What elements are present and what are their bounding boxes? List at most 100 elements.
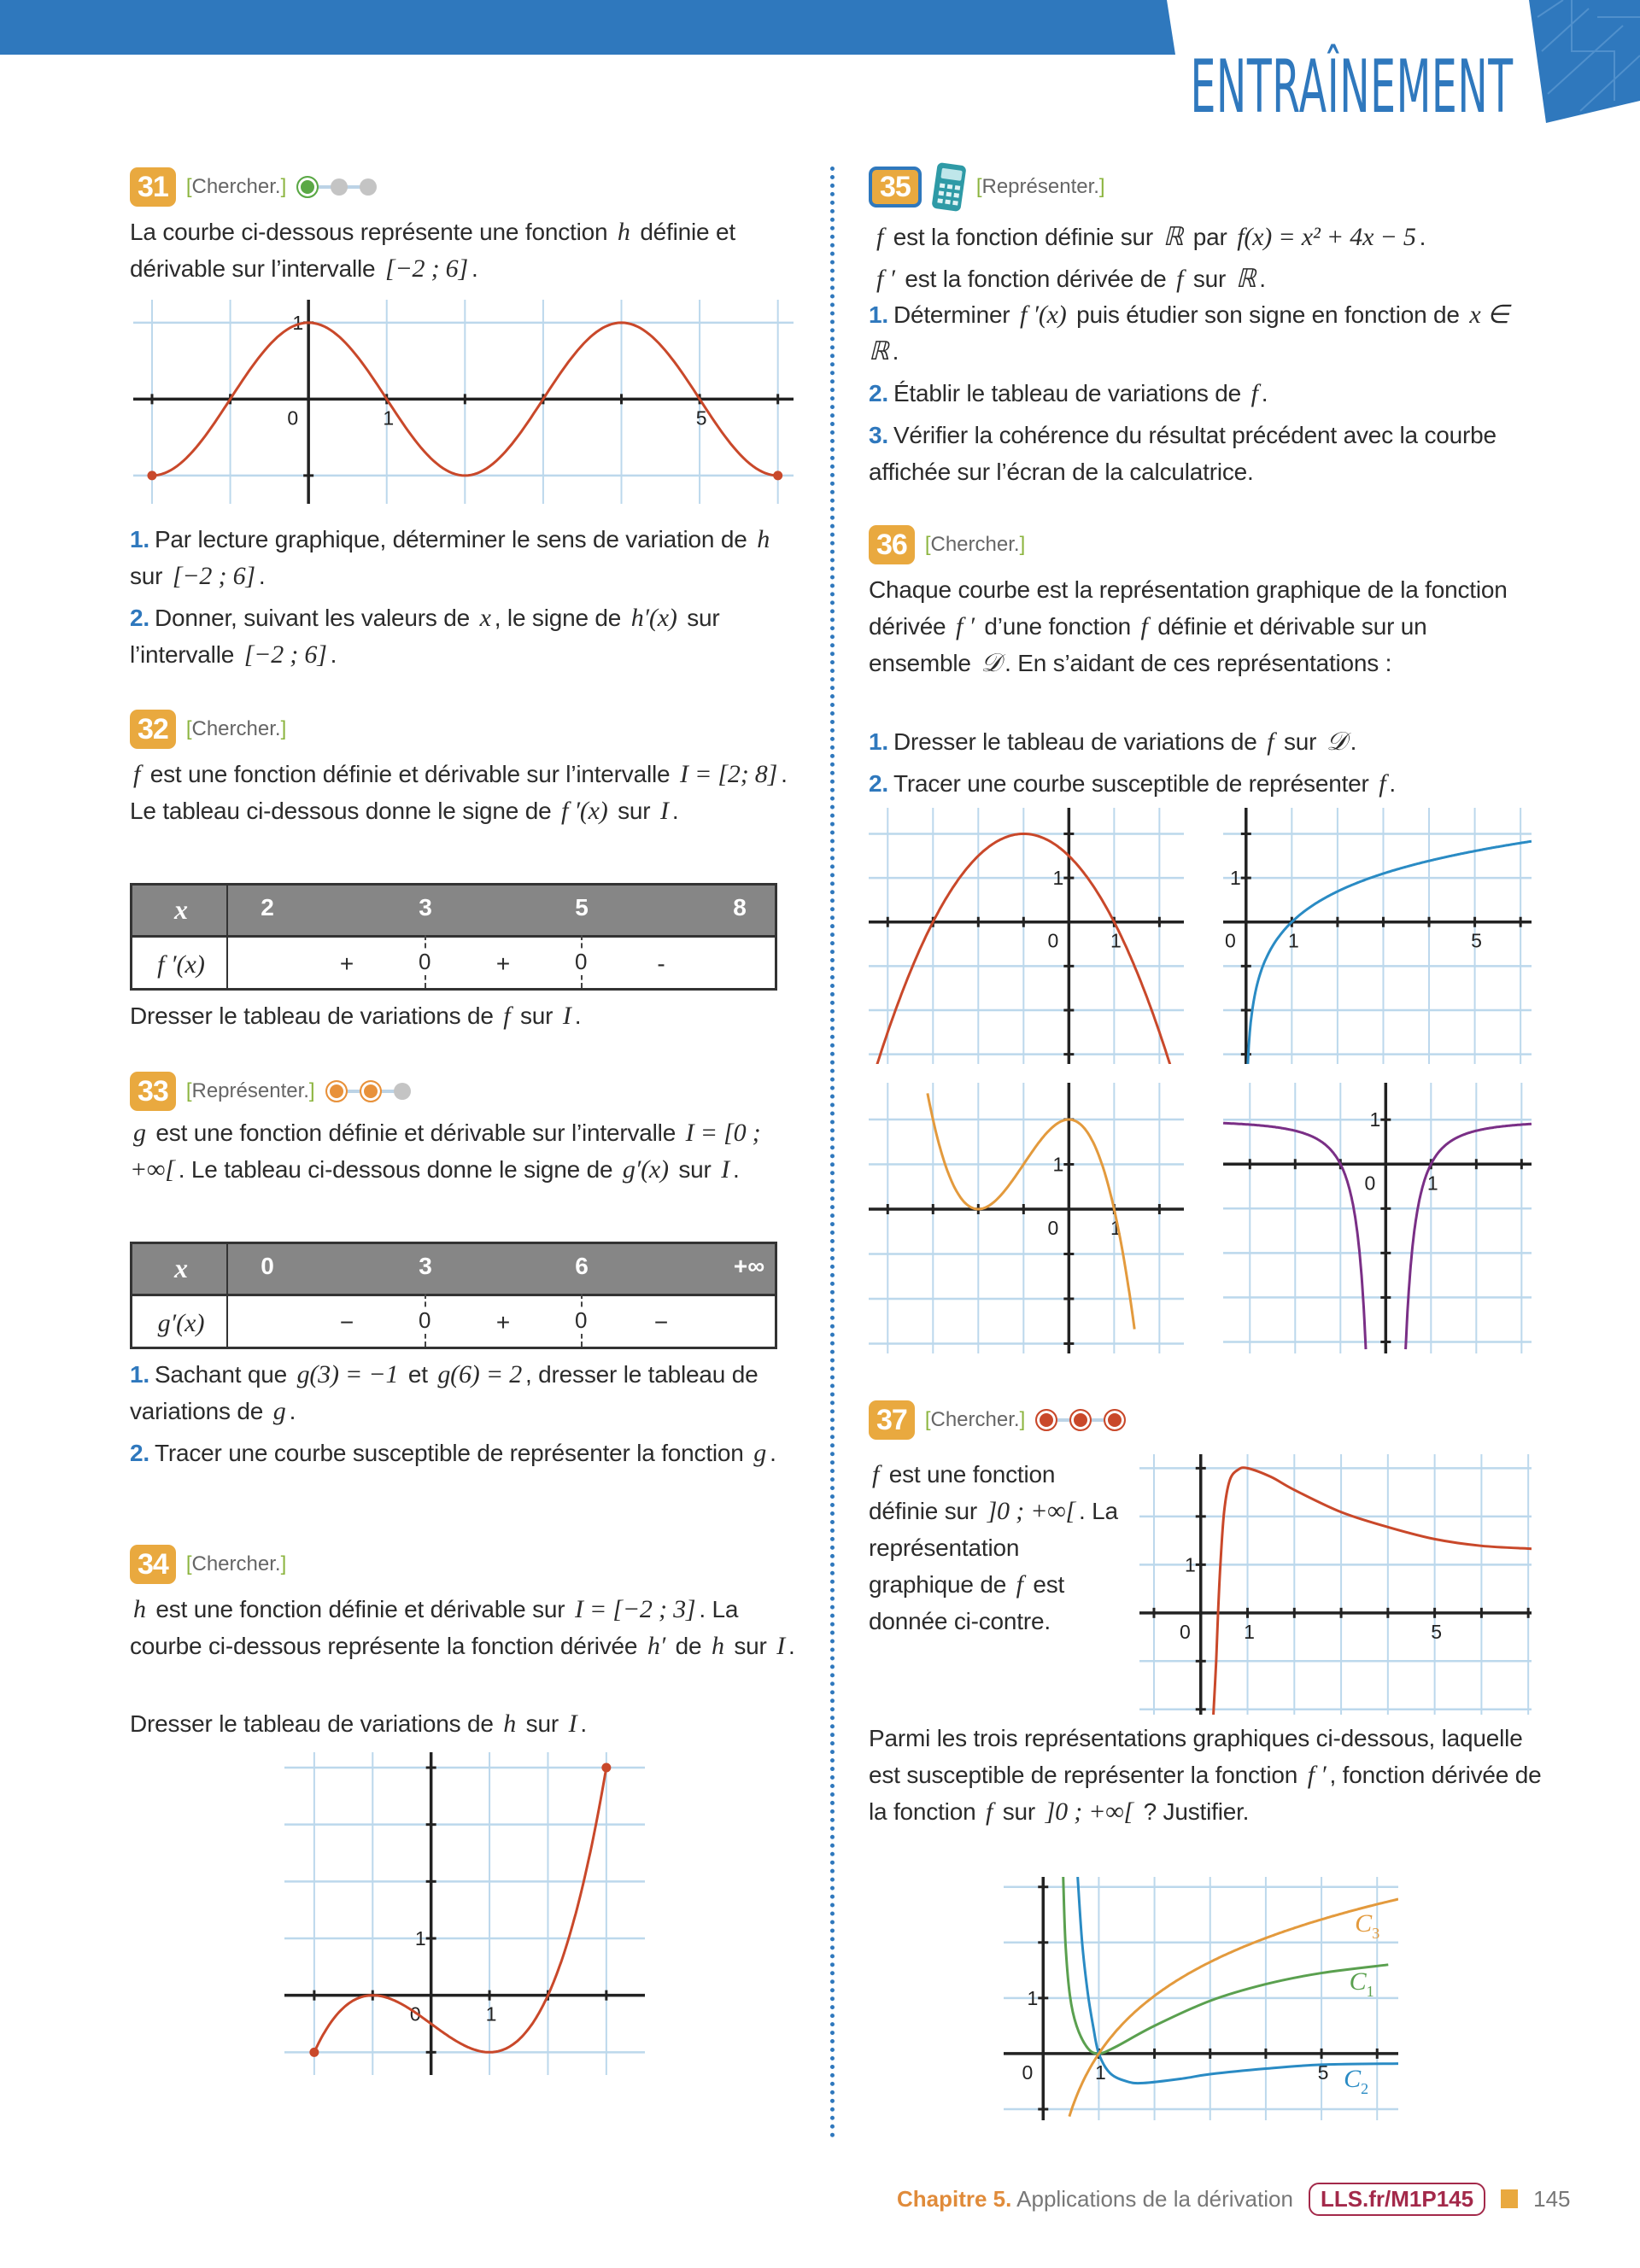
math-expression: ]0 ; +∞[ — [1045, 1797, 1134, 1826]
text-segment: Dresser le tableau de variations de — [893, 728, 1264, 755]
math-expression: f ′ — [876, 265, 895, 293]
math-expression: I — [562, 1002, 571, 1030]
paragraph: 1. Par lecture graphique, déterminer le s… — [130, 521, 805, 594]
table-header-row — [132, 886, 775, 938]
exercise-37-graph: 1 510 — [1139, 1454, 1532, 1715]
paragraph: f est la fonction définie sur ℝ par f(x)… — [873, 219, 1548, 255]
exercise-33-statement: g est une fonction définie et dérivable … — [130, 1114, 796, 1193]
math-expression: ℝ — [1235, 265, 1256, 293]
exercise-35-questions: 1. Déterminer f ′(x) puis étudier son sig… — [869, 296, 1543, 495]
math-expression: I — [568, 1710, 577, 1738]
math-expression: I = [2; 8] — [679, 760, 778, 788]
math-expression: f ′(x) — [1020, 301, 1067, 329]
math-expression: ]0 ; +∞[ — [987, 1497, 1076, 1525]
curve-label: C1 — [1350, 1967, 1374, 2000]
x-tick-label: 1 — [1095, 2061, 1106, 2084]
text-segment: . — [892, 338, 899, 365]
exercise-34-instruction: Dresser le tableau de variations de h su… — [130, 1705, 805, 1747]
endpoint-dot — [773, 471, 783, 481]
math-expression: f ′ — [956, 612, 975, 640]
x-value: +∞ — [733, 1253, 765, 1279]
x-tick-label: 1 — [486, 2003, 497, 2025]
sign-cell: + — [339, 950, 354, 977]
text-segment: sur — [519, 1710, 565, 1737]
exercise-number: 34 — [130, 1545, 176, 1584]
paragraph: 2. Donner, suivant les valeurs de x, le s… — [130, 599, 805, 673]
function-curve — [1062, 1877, 1389, 2055]
resource-link[interactable]: LLS.fr/M1P145 — [1308, 2182, 1486, 2216]
exercise-36-questions: 1. Dresser le tableau de variations de f … — [869, 723, 1543, 807]
text-segment: sur — [996, 1798, 1042, 1825]
text-segment: . — [580, 1710, 587, 1737]
math-expression: f — [1016, 1570, 1023, 1599]
banner-bar — [0, 0, 1175, 55]
difficulty-dot — [1069, 1409, 1092, 1431]
text-segment: Sachant que — [154, 1361, 294, 1388]
section-title: ENTRAÎNEMENT — [1190, 44, 1514, 130]
paragraph: 2. Tracer une courbe susceptible de repré… — [130, 1435, 796, 1471]
paragraph: 1. Déterminer f ′(x) puis étudier son sig… — [869, 296, 1543, 370]
x-tick-label: 5 — [1318, 2061, 1329, 2084]
text-segment: . — [330, 641, 337, 668]
text-segment: . — [788, 1633, 795, 1659]
text-segment: . — [733, 1156, 740, 1183]
exercise-37-header: 37 [Chercher.] — [869, 1400, 1138, 1441]
x-value: 6 — [575, 1253, 589, 1279]
sign-cell: − — [339, 1309, 354, 1336]
exercise-37-question: Parmi les trois représentations graphiqu… — [869, 1720, 1543, 1835]
skill-label: [Chercher.] — [924, 533, 1026, 556]
origin-label: 0 — [287, 406, 298, 429]
text-segment: . Le tableau ci-dessous donne le signe d… — [178, 1156, 619, 1183]
x-tick-label: 5 — [1471, 930, 1482, 952]
zero-marker: 0 — [575, 1294, 588, 1347]
math-expression: g — [272, 1397, 286, 1425]
skill-label: [Chercher.] — [185, 1552, 287, 1575]
difficulty-dot — [296, 176, 319, 198]
question-number: 1. — [130, 526, 149, 552]
sign-table: x 2 3 5 8 f ′(x) + + - 0 0 — [130, 883, 777, 991]
math-expression: ℝ — [1163, 223, 1184, 251]
text-segment: sur — [671, 1156, 718, 1183]
banner-decoration — [1529, 0, 1640, 123]
zero-marker: 0 — [419, 935, 431, 988]
paragraph: 1. Dresser le tableau de variations de f … — [869, 723, 1543, 760]
math-expression: f — [986, 1797, 993, 1826]
function-curve — [1246, 839, 1532, 1064]
text-segment: définie et dérivable sur un ensemble — [869, 613, 1427, 676]
text-segment: . En s’aidant de ces représentations : — [1004, 650, 1392, 676]
skill-label: [Représenter.] — [185, 1079, 315, 1102]
math-expression: f — [1379, 769, 1386, 798]
function-curve — [151, 321, 778, 477]
text-segment: d’une fonction — [977, 613, 1138, 640]
math-expression: h — [133, 1595, 146, 1623]
question-number: 2. — [130, 605, 149, 631]
math-expression: f(x) = x² + 4x − 5 — [1237, 223, 1416, 251]
function-curve — [876, 833, 1172, 1064]
math-expression: I — [721, 1155, 730, 1184]
text-segment: . — [289, 1398, 296, 1424]
derivative-graph-1: 1 1 0 — [869, 808, 1184, 1064]
text-segment: Tracer une courbe susceptible de représe… — [893, 770, 1376, 797]
text-segment: est une fonction définie et dérivable su… — [149, 1119, 682, 1146]
variable-header: x — [174, 894, 188, 925]
exercise-32-instruction: Dresser le tableau de variations de f su… — [130, 997, 796, 1039]
exercise-37-statement: f est une fonction définie sur ]0 ; +∞[.… — [869, 1456, 1125, 1645]
exercise-31-questions: 1. Par lecture graphique, déterminer le s… — [130, 521, 805, 678]
text-segment: Établir le tableau de variations de — [893, 380, 1248, 406]
math-expression: x — [479, 604, 491, 632]
sign-cell: - — [657, 950, 665, 977]
question-number: 2. — [869, 380, 888, 406]
calculator-icon — [932, 162, 966, 212]
text-segment: est la fonction dérivée de — [898, 266, 1174, 292]
math-expression: g′(x) — [622, 1155, 669, 1184]
text-segment: sur — [1277, 728, 1323, 755]
difficulty-dot — [1104, 1409, 1127, 1431]
exercise-31-statement: La courbe ci-dessous représente une fonc… — [130, 213, 805, 292]
difficulty-dot — [359, 1080, 382, 1102]
page-marker — [1501, 2189, 1519, 2208]
text-segment: sur — [130, 563, 169, 589]
zero-marker: 0 — [575, 935, 588, 988]
endpoint-dot — [309, 2047, 319, 2057]
sign-cell: + — [495, 950, 511, 977]
curve-label: C2 — [1344, 2065, 1368, 2097]
